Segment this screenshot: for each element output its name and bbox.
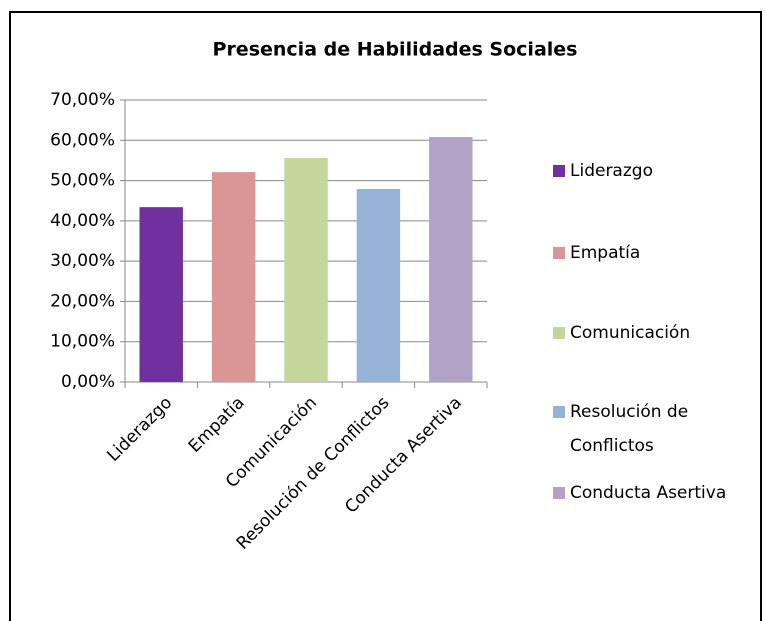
y-tick-label: 70,00% xyxy=(50,90,115,110)
y-tick-label: 10,00% xyxy=(50,332,115,352)
legend-swatch xyxy=(553,406,565,418)
bar xyxy=(211,172,256,382)
bar xyxy=(284,158,328,382)
y-tick-label: 40,00% xyxy=(50,211,115,231)
legend-swatch xyxy=(553,247,565,259)
bar xyxy=(429,137,473,382)
y-tick-label: 30,00% xyxy=(50,251,115,271)
bar xyxy=(139,207,183,382)
frame-border xyxy=(9,11,762,621)
legend-label: Comunicación xyxy=(570,323,691,343)
legend-swatch xyxy=(553,327,565,339)
legend-entry: Liderazgo xyxy=(553,154,743,188)
y-tick-label: 20,00% xyxy=(50,291,115,311)
bar xyxy=(356,189,401,382)
legend-entry: Conducta Asertiva xyxy=(553,476,743,510)
legend-entry: Empatía xyxy=(553,236,743,270)
chart-title: Presencia de Habilidades Sociales xyxy=(213,39,578,61)
legend-label: Conducta Asertiva xyxy=(570,483,727,503)
legend-swatch xyxy=(553,165,565,177)
y-tick-label: 0,00% xyxy=(61,372,115,392)
legend-entry: Comunicación xyxy=(553,316,743,350)
legend-entry: Resolución de Conflictos xyxy=(553,395,743,463)
x-tick-label: Resolución de Conflictos xyxy=(233,393,394,554)
x-tick-label: Empatía xyxy=(185,393,249,457)
legend-swatch xyxy=(553,487,565,499)
y-tick-label: 60,00% xyxy=(50,130,115,150)
legend-label: Liderazgo xyxy=(570,161,653,181)
y-tick-label: 50,00% xyxy=(50,171,115,191)
x-tick-label: Liderazgo xyxy=(103,393,176,466)
legend-label: Resolución de Conflictos xyxy=(570,402,689,456)
legend-label: Empatía xyxy=(570,243,641,263)
